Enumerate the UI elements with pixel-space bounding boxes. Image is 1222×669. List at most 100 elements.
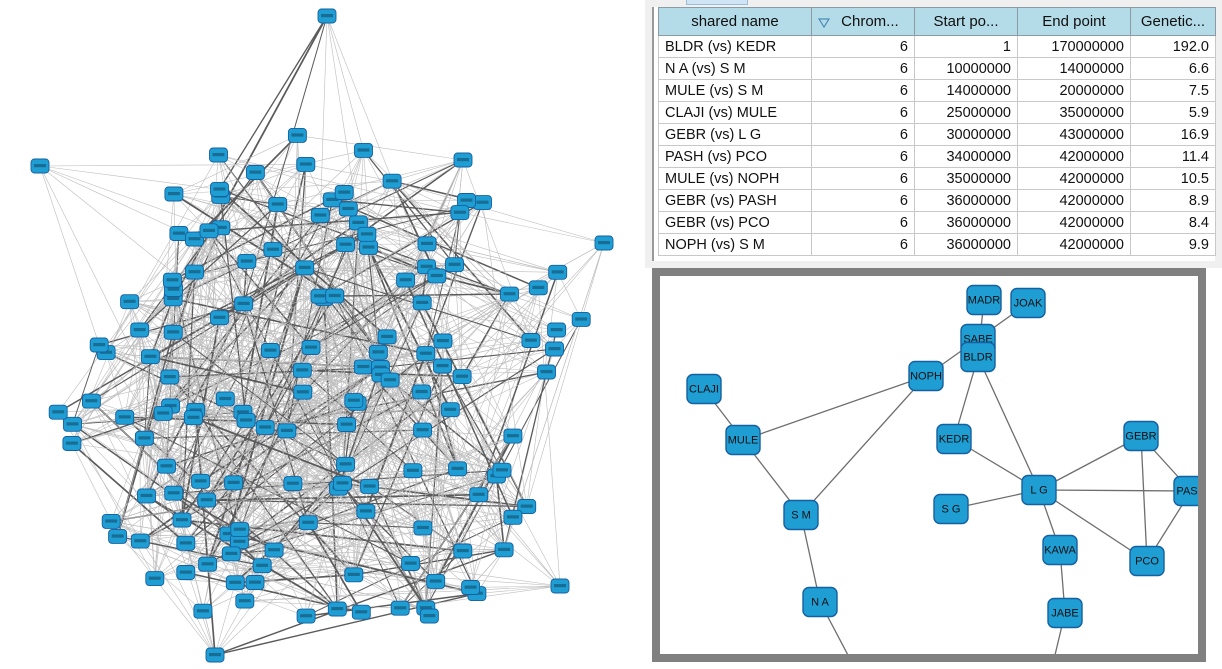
network-edge[interactable] (195, 298, 325, 411)
network-edge[interactable] (194, 238, 455, 265)
network-edge[interactable] (255, 172, 321, 297)
network-edge[interactable] (139, 366, 381, 542)
cell-genetic[interactable]: 7.5 (1130, 79, 1216, 102)
network-edge[interactable] (218, 154, 248, 262)
network-edge[interactable] (172, 233, 368, 333)
network-edge[interactable] (235, 469, 503, 583)
cell-start[interactable]: 25000000 (914, 101, 1018, 124)
network-edge[interactable] (368, 247, 582, 320)
network-edge[interactable] (173, 492, 230, 535)
network-edge[interactable] (154, 272, 195, 579)
table-row[interactable]: PASH (vs) PCO 6 34000000 42000000 11.4 (658, 145, 1216, 168)
network-edge[interactable] (106, 352, 347, 425)
network-edge[interactable] (105, 238, 195, 353)
network-edge[interactable] (526, 242, 605, 507)
network-edge[interactable] (154, 533, 230, 579)
network-edge[interactable] (124, 416, 338, 610)
network-edge[interactable] (105, 351, 346, 465)
table-row[interactable]: GEBR (vs) PCO 6 36000000 42000000 8.4 (658, 211, 1216, 234)
network-edge[interactable] (341, 482, 427, 609)
network-edge[interactable] (425, 353, 527, 507)
network-edge[interactable] (181, 272, 196, 521)
network-edge[interactable] (269, 350, 343, 484)
network-edge[interactable] (193, 416, 370, 488)
network-node-shape[interactable] (1021, 474, 1057, 506)
network-edge[interactable] (453, 212, 461, 265)
network-edge[interactable] (422, 527, 427, 609)
network-edge[interactable] (450, 409, 514, 437)
cell-chrom[interactable]: 6 (811, 167, 915, 190)
network-edge[interactable] (326, 15, 364, 151)
network-node[interactable]: JOAK (1010, 287, 1046, 319)
network-edge[interactable] (308, 522, 436, 582)
cell-chrom[interactable]: 6 (811, 101, 915, 124)
cell-genetic[interactable]: 16.9 (1130, 123, 1216, 146)
network-edge[interactable] (39, 164, 306, 167)
network-edge[interactable] (244, 600, 401, 609)
network-node-shape[interactable] (783, 499, 819, 531)
network-edge[interactable] (162, 249, 274, 414)
network-edge[interactable] (170, 289, 174, 407)
cell-shared_name[interactable]: GEBR (vs) PCO (658, 211, 812, 234)
network-edge[interactable] (800, 375, 927, 516)
network-edge[interactable] (178, 233, 391, 381)
network-edge[interactable] (495, 475, 505, 550)
network-edge[interactable] (476, 585, 561, 594)
network-edge[interactable] (434, 435, 514, 582)
network-edge[interactable] (99, 344, 347, 425)
network-edge[interactable] (319, 296, 424, 529)
network-edge[interactable] (150, 356, 381, 368)
network-edge[interactable] (436, 275, 547, 373)
network-edge[interactable] (173, 298, 426, 355)
network-edge[interactable] (154, 578, 236, 583)
edge-table-body[interactable]: BLDR (vs) KEDR 6 1 170000000 192.0 N A (vs) S… (658, 35, 1216, 256)
cell-chrom[interactable]: 6 (811, 211, 915, 234)
network-edge[interactable] (195, 391, 422, 411)
network-edge[interactable] (304, 267, 514, 518)
network-edge[interactable] (220, 196, 305, 269)
network-edge[interactable] (346, 329, 557, 425)
cell-end[interactable]: 42000000 (1017, 233, 1131, 256)
network-edge[interactable] (392, 159, 464, 182)
network-edge[interactable] (482, 202, 527, 507)
table-row[interactable]: N A (vs) S M 6 10000000 14000000 6.6 (658, 57, 1216, 80)
table-tab-stub[interactable] (686, 0, 748, 5)
network-edge[interactable] (346, 365, 443, 425)
cell-chrom[interactable]: 6 (811, 79, 915, 102)
network-edge[interactable] (173, 135, 298, 290)
network-edge[interactable] (342, 483, 478, 594)
network-edge[interactable] (172, 280, 339, 489)
network-edge[interactable] (323, 298, 379, 353)
network-edge[interactable] (146, 405, 171, 496)
network-edge[interactable] (405, 280, 411, 564)
edge-table-scroll-area[interactable]: shared name Chrom... Start po... (652, 7, 1216, 261)
network-edge[interactable] (206, 493, 479, 501)
network-edge[interactable] (320, 15, 328, 216)
column-header-genetic-distance[interactable]: Genetic... (1130, 7, 1216, 36)
network-edge[interactable] (173, 193, 427, 267)
cell-shared_name[interactable]: MULE (vs) S M (658, 79, 812, 102)
network-edge[interactable] (72, 423, 240, 543)
network-edge[interactable] (243, 159, 464, 305)
network-edge[interactable] (178, 233, 451, 410)
network-edge[interactable] (338, 348, 555, 489)
network-edge[interactable] (206, 370, 303, 501)
cell-genetic[interactable]: 192.0 (1130, 35, 1216, 58)
network-edge[interactable] (172, 202, 483, 281)
network-edge[interactable] (286, 374, 382, 432)
cell-end[interactable]: 42000000 (1017, 145, 1131, 168)
network-edge[interactable] (200, 427, 266, 482)
network-edge[interactable] (57, 412, 216, 656)
network-edge[interactable] (241, 204, 279, 413)
network-edge[interactable] (239, 392, 304, 542)
network-node-shape[interactable] (686, 373, 722, 405)
network-edge[interactable] (208, 230, 437, 277)
network-edge[interactable] (105, 233, 180, 353)
network-edge[interactable] (149, 298, 174, 357)
network-node-shape[interactable] (1042, 534, 1078, 566)
cell-end[interactable]: 170000000 (1017, 35, 1131, 58)
network-edge[interactable] (172, 230, 210, 333)
network-edge[interactable] (71, 443, 112, 522)
cell-end[interactable]: 14000000 (1017, 57, 1131, 80)
network-edge[interactable] (426, 266, 557, 331)
